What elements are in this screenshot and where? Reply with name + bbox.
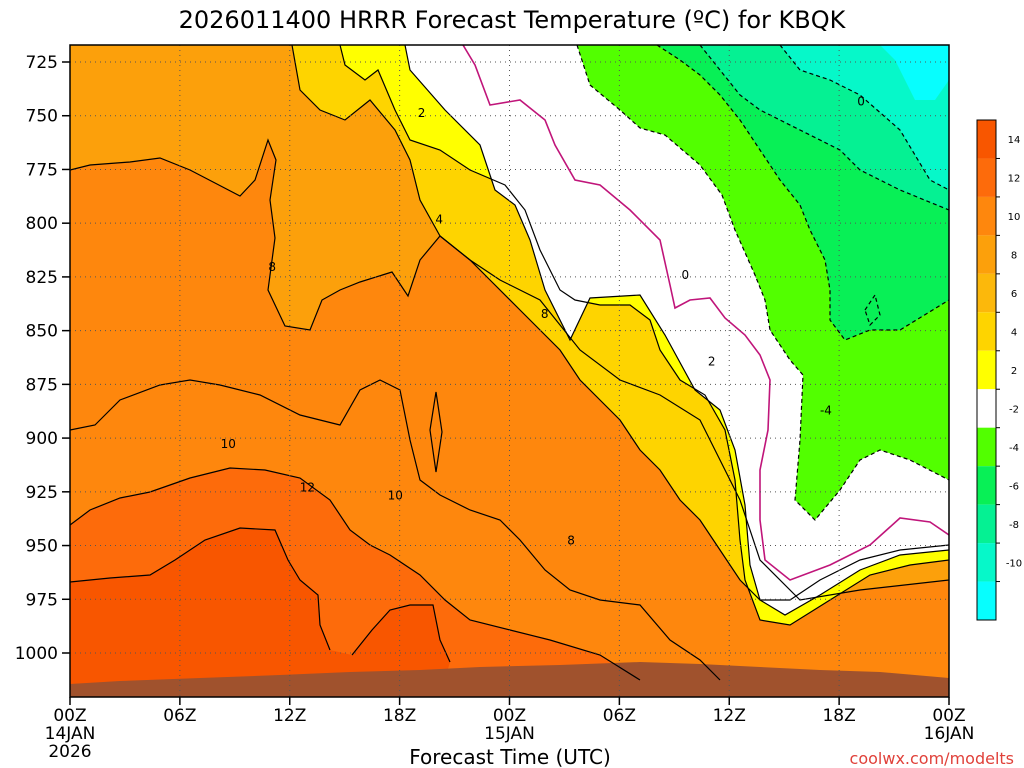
y-tick-label: 900	[26, 429, 58, 449]
x-tick-sublabel: 2026	[48, 742, 91, 762]
contour-6	[291, 45, 949, 601]
colorbar-swatch	[977, 504, 996, 544]
contour-label: 2	[418, 106, 426, 120]
colorbar-swatch	[977, 120, 996, 159]
temperature-fill-layers	[70, 45, 949, 697]
contour-2	[404, 45, 949, 616]
colorbar-frame	[976, 119, 997, 621]
colorbar-swatch	[977, 158, 996, 197]
colorbar-swatch	[977, 543, 996, 582]
x-tick-label: 00Z	[932, 706, 965, 726]
x-tick-label: 18Z	[822, 706, 855, 726]
y-tick-label: 975	[26, 590, 58, 610]
contour-minus4-loop	[864, 293, 881, 327]
contour-labels: 0 2 4 8 8 0 2 -4 10 12 10 8	[221, 94, 865, 547]
contour-minus6	[699, 45, 949, 211]
colorbar-label: -4	[1009, 443, 1019, 454]
colorbar-swatch	[977, 581, 996, 620]
colorbar-swatch	[977, 389, 996, 428]
colorbar-label: 12	[1008, 174, 1021, 185]
x-tick-label: 06Z	[603, 706, 636, 726]
band-red-orange	[70, 528, 450, 697]
band-cyan	[880, 45, 949, 100]
chart-title: 2026011400 HRRR Forecast Temperature (ºC…	[179, 6, 847, 34]
y-tick-label: 725	[26, 53, 58, 73]
contour-label: 10	[388, 488, 403, 502]
colorbar-label: 2	[1011, 366, 1017, 377]
contour-4	[339, 45, 949, 626]
y-tick-label: 850	[26, 322, 58, 342]
colorbar: 14 12 10 8 6 4 2 -2 -4 -6 -8 -10	[976, 119, 1022, 621]
colorbar-swatch	[977, 235, 996, 274]
colorbar-swatch	[977, 466, 996, 505]
contour-label: 0	[857, 94, 865, 108]
y-tick-label: 800	[26, 214, 58, 234]
x-tick-sublabel: 15JAN	[484, 724, 535, 744]
colorbar-label: -2	[1009, 404, 1019, 415]
contour-label: 4	[435, 213, 443, 227]
colorbar-label: 8	[1011, 251, 1017, 262]
colorbar-swatch	[977, 196, 996, 236]
colorbar-label: 6	[1011, 289, 1017, 300]
x-tick-sublabel: 16JAN	[924, 724, 975, 744]
y-tick-label: 775	[26, 160, 58, 180]
grid-lines	[70, 45, 949, 697]
colorbar-swatch	[977, 312, 996, 351]
x-tick-label: 12Z	[713, 706, 746, 726]
colorbar-swatch	[977, 350, 996, 390]
contour-zero	[462, 45, 949, 581]
contour-minus2	[576, 45, 949, 521]
contour-label: 12	[300, 481, 315, 495]
y-tick-label: 1000	[15, 644, 58, 664]
colorbar-label: 10	[1008, 212, 1021, 223]
x-tick-label: 00Z	[53, 706, 86, 726]
colorbar-label: -8	[1009, 520, 1019, 531]
contour-8-lower	[70, 379, 721, 681]
y-tick-label: 925	[26, 483, 58, 503]
contour-small-loop	[429, 391, 443, 473]
contour-label: 10	[221, 437, 236, 451]
contour-minus4	[656, 45, 949, 341]
x-axis-label: Forecast Time (UTC)	[409, 745, 611, 768]
colorbar-swatch	[977, 427, 996, 467]
credit-link[interactable]: coolwx.com/modelts	[850, 749, 1014, 768]
y-tick-label: 750	[26, 107, 58, 127]
contour-label: 8	[567, 534, 575, 548]
contour-label: 0	[681, 268, 689, 282]
x-tick-label: 06Z	[163, 706, 196, 726]
colorbar-swatch	[977, 273, 996, 313]
y-tick-label: 875	[26, 375, 58, 395]
contour-label: 8	[268, 260, 276, 274]
contour-8	[70, 138, 949, 601]
colorbar-label: 4	[1011, 328, 1017, 339]
y-axis: 725 750 775 800 825 850 875 900 925 950 975 1000	[15, 53, 70, 664]
x-tick-label: 18Z	[383, 706, 416, 726]
contour-label: -4	[820, 404, 832, 418]
colorbar-label: -10	[1006, 558, 1022, 569]
x-tick-label: 12Z	[273, 706, 306, 726]
y-tick-label: 825	[26, 268, 58, 288]
contour-12-b	[351, 604, 451, 663]
colorbar-label: -6	[1009, 481, 1019, 492]
y-tick-label: 950	[26, 537, 58, 557]
x-tick-sublabel: 14JAN	[45, 724, 96, 744]
x-tick-label: 00Z	[493, 706, 526, 726]
contour-12	[70, 527, 331, 651]
contour-label: 2	[708, 354, 716, 368]
colorbar-label: 14	[1008, 135, 1021, 146]
contour-label: 8	[541, 307, 549, 321]
